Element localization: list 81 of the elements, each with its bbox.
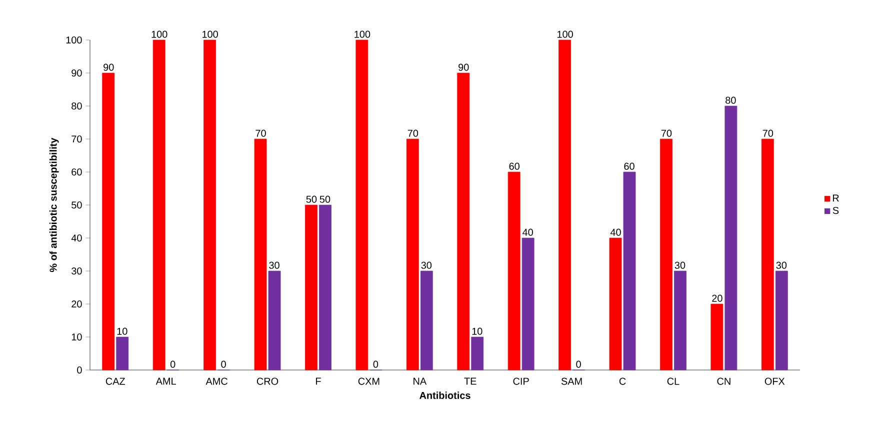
- data-label: 40: [522, 228, 533, 236]
- data-label: 90: [458, 64, 469, 71]
- y-tick-label: 20: [72, 300, 82, 308]
- bar: [356, 40, 368, 370]
- data-label: 10: [472, 328, 482, 335]
- y-tick-label: 40: [71, 234, 82, 242]
- data-label: 0: [373, 360, 378, 368]
- data-label: 0: [576, 360, 581, 368]
- data-label: 70: [408, 130, 418, 137]
- data-label: 50: [306, 196, 317, 203]
- bar: [116, 336, 129, 370]
- y-tick-label: 80: [72, 102, 82, 110]
- bar: [406, 138, 419, 370]
- bar: [558, 40, 571, 370]
- bar: [254, 138, 267, 370]
- x-tick-label: TE: [464, 378, 476, 385]
- bar: [710, 304, 724, 370]
- data-label: 30: [421, 262, 432, 269]
- y-tick-label: 70: [72, 135, 82, 143]
- data-label: 100: [152, 30, 168, 38]
- data-label: 0: [221, 360, 226, 368]
- y-tick-label: 50: [72, 201, 82, 209]
- bar: [623, 172, 636, 370]
- bar: [724, 106, 738, 370]
- y-tick-label: 30: [72, 267, 82, 275]
- bar: [305, 204, 318, 370]
- x-tick-label: AMC: [206, 378, 228, 385]
- x-tick-label: CXM: [358, 378, 380, 385]
- data-label: 90: [104, 64, 114, 71]
- y-axis-title: % of antibiotic susceptibility: [49, 138, 59, 272]
- data-label: 70: [661, 130, 672, 137]
- data-label: 60: [624, 162, 634, 170]
- bar: [102, 72, 115, 370]
- x-tick-label: CN: [717, 378, 730, 385]
- data-label: 30: [269, 262, 280, 269]
- bar: [204, 40, 216, 370]
- data-label: 30: [674, 262, 686, 269]
- data-label: 20: [712, 294, 722, 302]
- legend-label: R: [832, 194, 839, 202]
- bar: [152, 40, 166, 370]
- x-tick-label: CAZ: [106, 378, 126, 385]
- bar: [761, 138, 774, 370]
- x-tick-label: CIP: [513, 378, 529, 385]
- data-label: 80: [726, 96, 736, 104]
- legend-label: S: [832, 206, 839, 214]
- bar: [457, 72, 470, 370]
- x-tick-label: AML: [156, 378, 176, 385]
- data-label: 100: [202, 30, 218, 38]
- bar: [660, 138, 672, 370]
- x-tick-label: OFX: [764, 378, 785, 385]
- bar: [674, 270, 686, 370]
- bar: [508, 172, 520, 370]
- bar: [522, 238, 534, 370]
- x-tick-label: SAM: [561, 378, 582, 385]
- data-label: 50: [320, 196, 330, 203]
- data-label: 70: [762, 130, 774, 137]
- bar: [319, 204, 332, 370]
- y-tick-label: 60: [72, 168, 82, 176]
- data-label: 30: [776, 262, 787, 269]
- data-label: 70: [256, 130, 266, 137]
- x-tick-label: C: [619, 378, 626, 385]
- y-tick-label: 100: [66, 36, 82, 44]
- bar: [775, 270, 788, 370]
- x-tick-label: CRO: [256, 378, 278, 385]
- data-label: 0: [170, 360, 176, 368]
- x-tick-label: F: [316, 378, 321, 385]
- y-tick-label: 10: [72, 333, 82, 341]
- data-label: 40: [610, 228, 621, 236]
- y-tick-label: 90: [72, 69, 82, 77]
- y-tick-label: 0: [77, 366, 82, 374]
- bar: [609, 238, 622, 370]
- bar: [420, 270, 433, 370]
- bar: [268, 270, 281, 370]
- bar: [471, 336, 484, 370]
- x-axis-title: Antibiotics: [420, 392, 470, 399]
- x-tick-label: CL: [667, 378, 680, 385]
- data-label: 100: [557, 30, 573, 38]
- x-tick-label: NA: [414, 378, 427, 385]
- data-label: 60: [509, 162, 520, 170]
- data-label: 10: [117, 328, 128, 335]
- data-label: 100: [354, 30, 370, 38]
